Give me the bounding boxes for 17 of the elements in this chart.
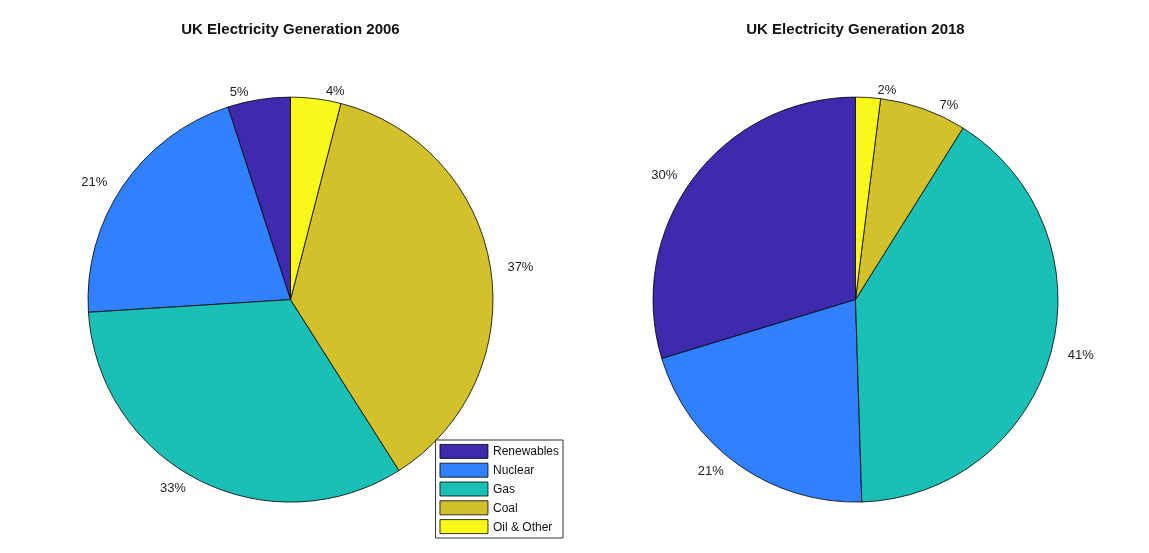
data-label: 21% <box>697 463 725 479</box>
chart-title: UK Electricity Generation 2018 <box>746 20 965 37</box>
legend-label: Gas <box>492 482 515 496</box>
data-label: 33% <box>159 479 187 495</box>
legend-label: Nuclear <box>492 463 535 478</box>
data-label: 2% <box>877 82 897 98</box>
data-label: 7% <box>939 97 959 113</box>
data-label: 21% <box>81 173 108 189</box>
data-label: 5% <box>229 84 249 100</box>
data-label: 41% <box>1067 347 1095 363</box>
legend-label: Coal <box>492 500 518 515</box>
legend-label: Oil & Other <box>492 519 553 534</box>
data-label: 4% <box>325 83 346 99</box>
chart-title: UK Electricity Generation 2006 <box>181 20 400 37</box>
data-label: 30% <box>651 166 678 182</box>
data-label: 37% <box>507 259 534 275</box>
legend-label: Renewables <box>492 444 560 459</box>
